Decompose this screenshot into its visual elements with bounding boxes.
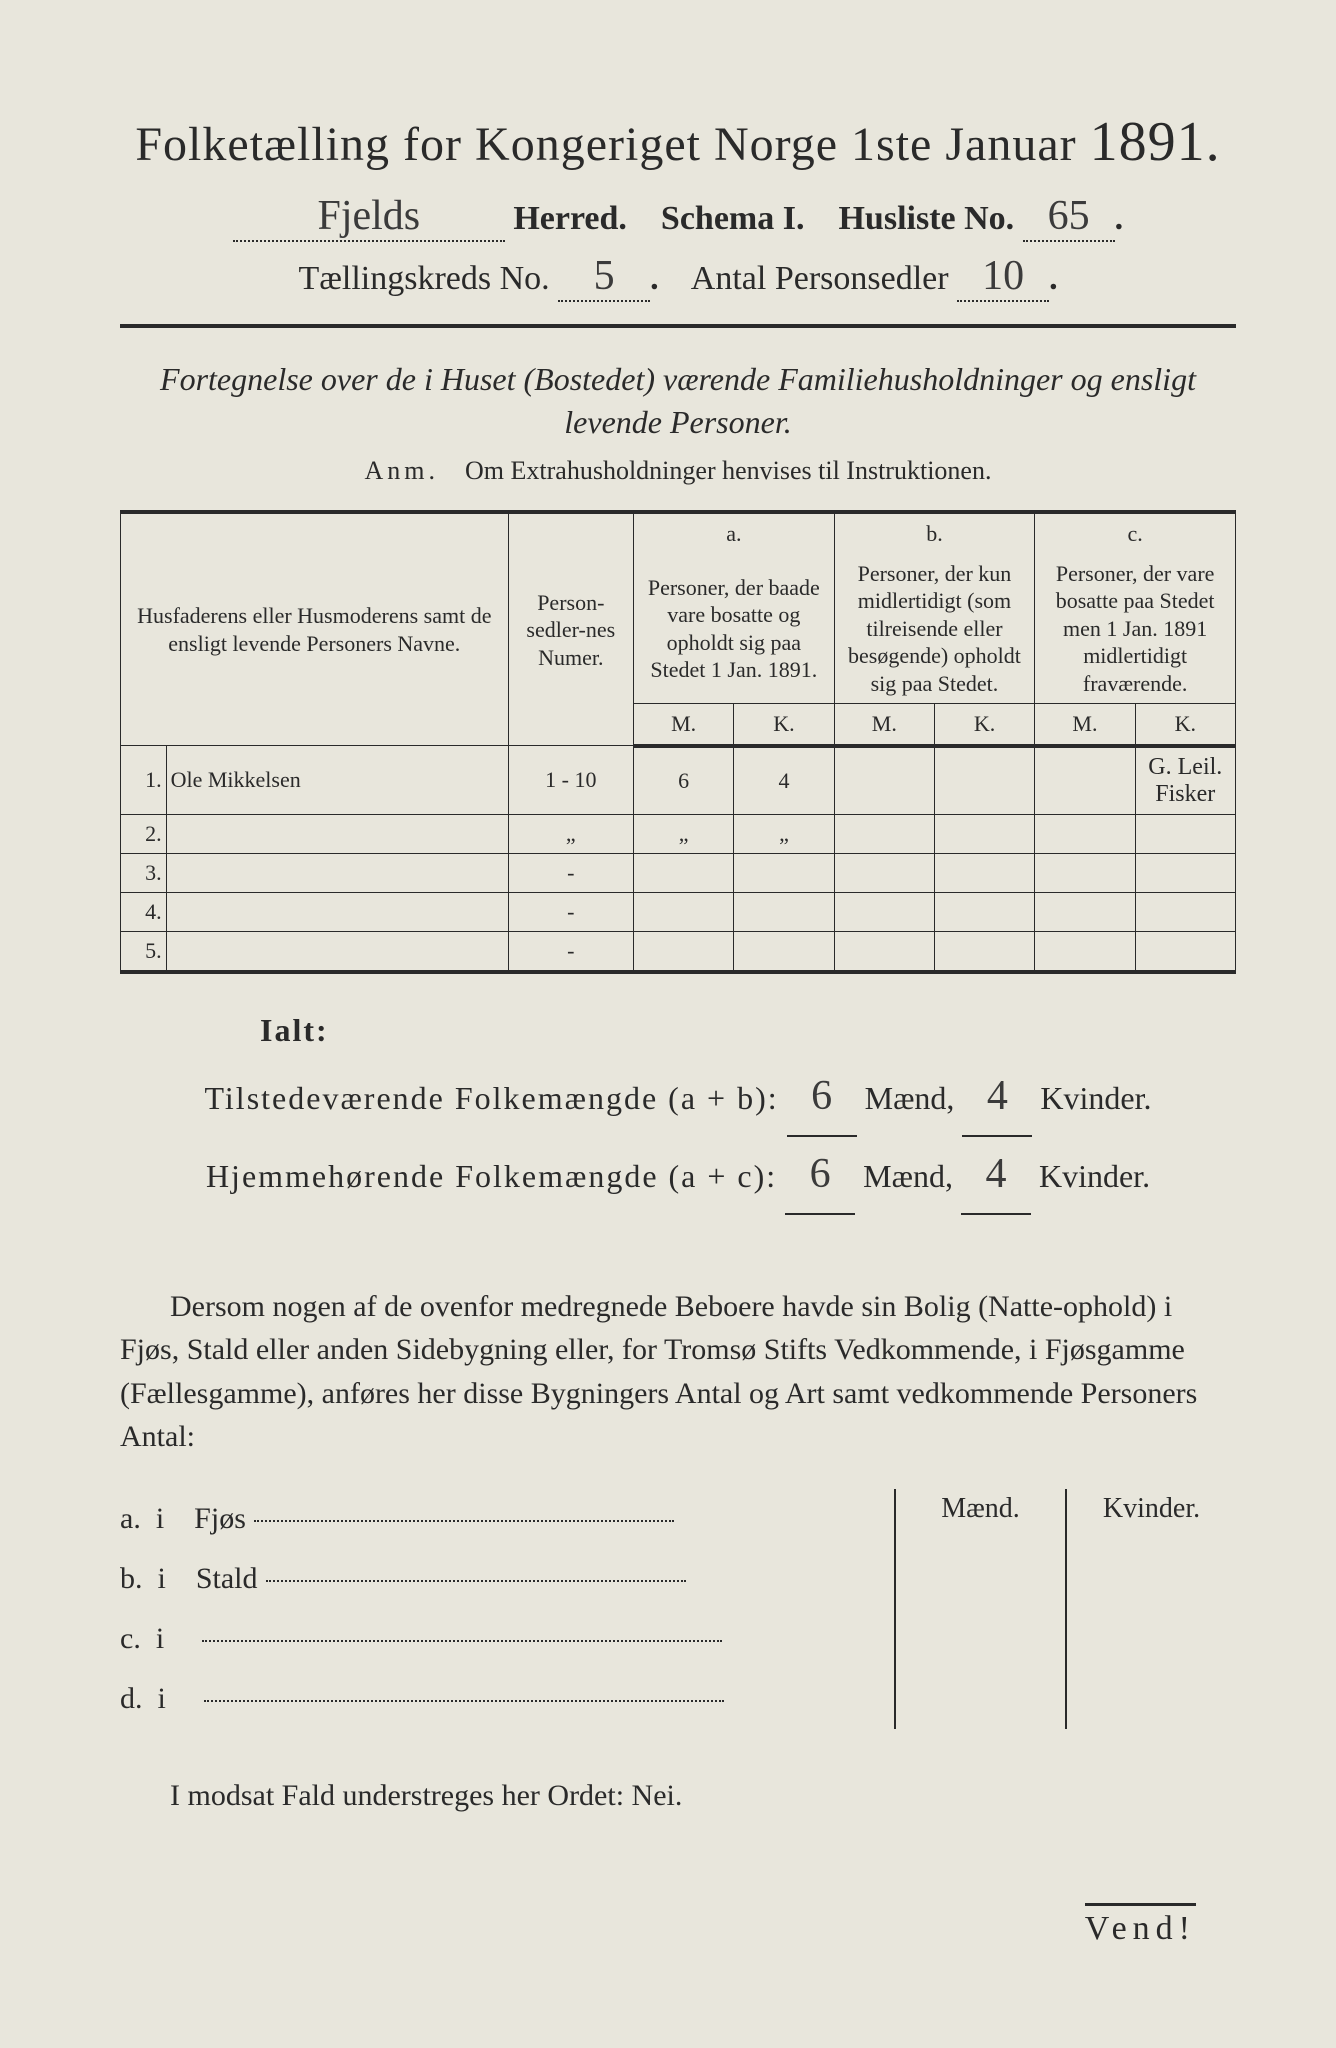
tilstede-m: 6	[787, 1059, 857, 1137]
sidebygning-cols: Mænd. Kvinder.	[894, 1489, 1236, 1729]
maend-label: Mænd,	[865, 1080, 955, 1116]
tilstede-label: Tilstedeværende Folkemængde (a + b):	[204, 1080, 778, 1116]
herred-handwritten: Fjelds	[233, 192, 505, 242]
kreds-no: 5	[558, 252, 650, 302]
schema-label: Schema I.	[661, 200, 805, 237]
side-row: d. i	[120, 1669, 894, 1729]
anm-line: Anm. Om Extrahusholdninger henvises til …	[120, 456, 1236, 486]
main-title: Folketælling for Kongeriget Norge 1ste J…	[120, 110, 1236, 174]
th-b-m: M.	[834, 704, 934, 746]
tilstede-k: 4	[962, 1059, 1032, 1137]
census-form-page: Folketælling for Kongeriget Norge 1ste J…	[0, 0, 1336, 2048]
divider	[120, 324, 1236, 328]
herred-label: Herred.	[513, 200, 627, 237]
vend-label: Vend!	[1085, 1903, 1196, 1948]
hjemme-m: 6	[785, 1137, 855, 1215]
sidebygning-paragraph: Dersom nogen af de ovenfor medregnede Be…	[120, 1285, 1236, 1459]
footer-line: I modsat Fald understreges her Ordet: Ne…	[120, 1779, 1236, 1813]
kvinder-label: Kvinder.	[1040, 1080, 1151, 1116]
husliste-dot: .	[1115, 200, 1124, 237]
th-b-k: K.	[934, 704, 1034, 746]
kvinder-label-2: Kvinder.	[1039, 1158, 1150, 1194]
antal-no: 10	[957, 252, 1049, 302]
th-b-label: b.	[834, 512, 1035, 554]
husliste-label: Husliste No.	[838, 200, 1014, 237]
side-col-k: Kvinder.	[1067, 1489, 1236, 1729]
sidebygning-block: a. i Fjøs b. i Stald c. i d. i Mænd. Kvi…	[120, 1489, 1236, 1729]
title-year: 1891.	[1090, 111, 1221, 173]
header-line-2: Tællingskreds No. 5. Antal Personsedler …	[120, 252, 1236, 302]
main-table: Husfaderens eller Husmoderens samt de en…	[120, 510, 1236, 974]
anm-prefix: Anm.	[365, 456, 440, 485]
ialt-label: Ialt:	[260, 1012, 329, 1048]
table-row: 4. -	[121, 892, 1236, 931]
side-row: b. i Stald	[120, 1549, 894, 1609]
th-c-text: Personer, der vare bosatte paa Stedet me…	[1035, 554, 1236, 704]
th-b-text: Personer, der kun midlertidigt (som tilr…	[834, 554, 1035, 704]
subtitle: Fortegnelse over de i Huset (Bostedet) v…	[120, 358, 1236, 444]
totals-block: Ialt: Tilstedeværende Folkemængde (a + b…	[120, 1002, 1236, 1215]
table-row: 3. -	[121, 853, 1236, 892]
kreds-label: Tællingskreds No.	[298, 260, 549, 297]
table-row: 1. Ole Mikkelsen 1 - 10 6 4 G. Leil. Fis…	[121, 746, 1236, 815]
hjemme-label: Hjemmehørende Folkemængde (a + c):	[206, 1158, 777, 1194]
side-row: c. i	[120, 1609, 894, 1669]
th-a-m: M.	[634, 704, 734, 746]
th-c-m: M.	[1035, 704, 1135, 746]
row-name: Ole Mikkelsen	[166, 746, 508, 815]
th-c-k: K.	[1135, 704, 1235, 746]
antal-label: Antal Personsedler	[691, 260, 949, 297]
th-a-k: K.	[734, 704, 834, 746]
th-a-label: a.	[634, 512, 835, 554]
th-a-text: Personer, der baade vare bosatte og opho…	[634, 554, 835, 704]
th-c-label: c.	[1035, 512, 1236, 554]
side-row: a. i Fjøs	[120, 1489, 894, 1549]
side-col-m: Mænd.	[896, 1489, 1067, 1729]
maend-label-2: Mænd,	[863, 1158, 953, 1194]
husliste-no: 65	[1023, 192, 1115, 242]
anm-text: Om Extrahusholdninger henvises til Instr…	[465, 456, 991, 485]
title-prefix: Folketælling for Kongeriget Norge 1ste J…	[135, 118, 1089, 171]
table-row: 5. -	[121, 931, 1236, 972]
sidebygning-list: a. i Fjøs b. i Stald c. i d. i	[120, 1489, 894, 1729]
table-row: 2. „ „ „	[121, 814, 1236, 853]
header-line-1: Fjelds Herred. Schema I. Husliste No. 65…	[120, 192, 1236, 242]
th-name: Husfaderens eller Husmoderens samt de en…	[121, 512, 509, 746]
hjemme-k: 4	[961, 1137, 1031, 1215]
th-number: Person-sedler-nes Numer.	[508, 512, 633, 746]
